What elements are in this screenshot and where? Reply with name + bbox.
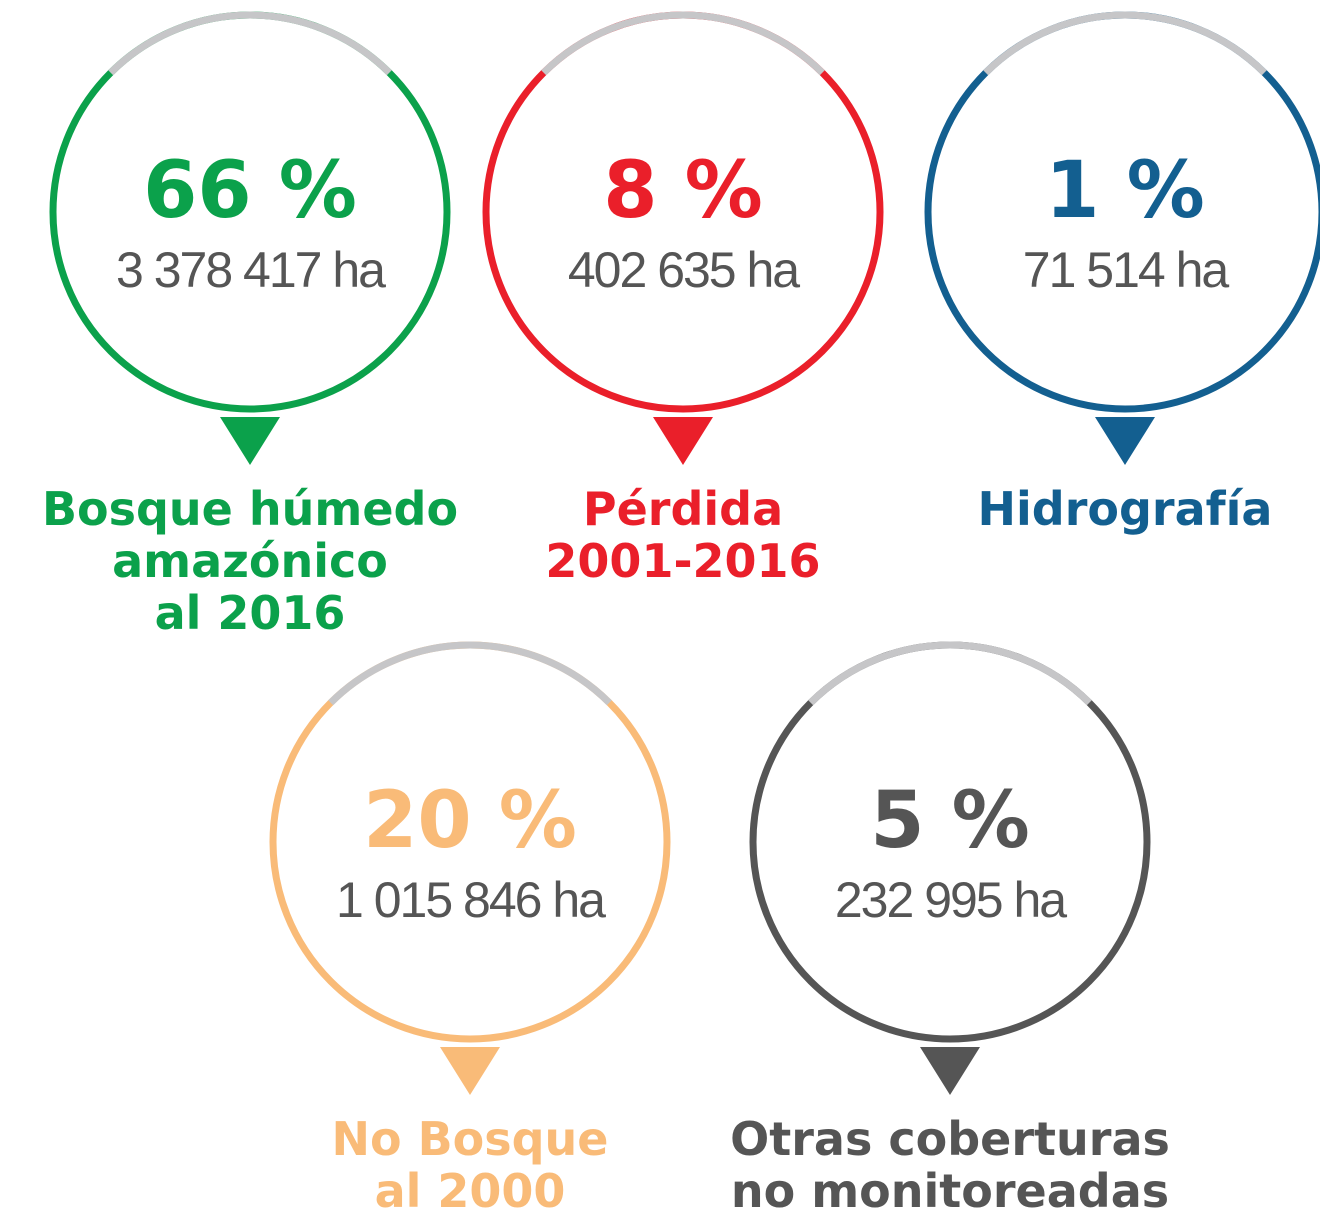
pointer — [220, 417, 280, 465]
area: 71 514 ha — [1023, 242, 1230, 298]
label: Otras coberturas — [730, 1112, 1170, 1166]
ring-top — [983, 11, 1267, 76]
pointer — [920, 1047, 980, 1095]
pointer — [440, 1047, 500, 1095]
percent: 8 % — [603, 146, 763, 236]
pointer — [653, 417, 713, 465]
ring-top — [808, 641, 1092, 706]
ring-top — [328, 641, 612, 706]
percent: 1 % — [1045, 146, 1205, 236]
indicator: 1 % 71 514 ha Hidrografía — [924, 11, 1320, 536]
label: amazónico — [112, 534, 388, 588]
label: al 2016 — [155, 586, 346, 640]
pointer — [1095, 417, 1155, 465]
percent: 66 % — [143, 146, 357, 236]
area: 1 015 846 ha — [336, 872, 606, 928]
label: no monitoreadas — [731, 1164, 1169, 1218]
percent: 5 % — [870, 776, 1030, 866]
ring-top — [108, 11, 392, 76]
area: 3 378 417 ha — [116, 242, 386, 298]
label: Pérdida — [583, 482, 783, 536]
label: 2001-2016 — [545, 534, 820, 588]
label: No Bosque — [331, 1112, 608, 1166]
area: 402 635 ha — [568, 242, 800, 298]
ring-top — [541, 11, 825, 76]
label: Hidrografía — [978, 482, 1273, 536]
percent: 20 % — [363, 776, 577, 866]
label: Bosque húmedo — [42, 482, 458, 536]
indicator: 66 % 3 378 417 ha Bosque húmedoamazónicoal… — [42, 11, 458, 640]
area: 232 995 ha — [835, 872, 1067, 928]
label: al 2000 — [375, 1164, 566, 1218]
